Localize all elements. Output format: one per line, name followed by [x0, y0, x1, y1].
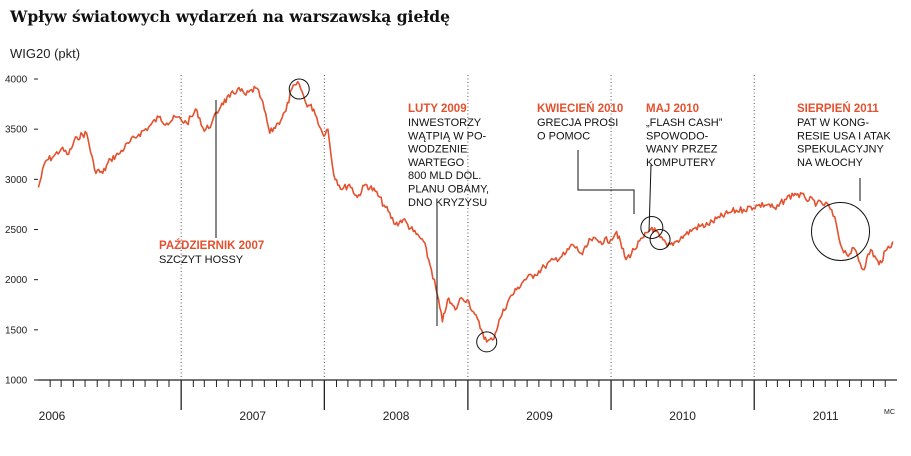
annotation-heading: PAŹDZIERNIK 2007 — [159, 239, 264, 252]
x-tick-label: 2011 — [813, 409, 839, 423]
chart-title: Wpływ światowych wydarzeń na warszawską … — [9, 7, 450, 26]
y-axis: 1000 1500 2000 2500 3000 3500 4000 — [5, 75, 38, 387]
y-tick-label: 2000 — [5, 275, 28, 286]
y-tick-label: 2500 — [5, 225, 28, 236]
annotation-text: SPOWODO- — [646, 130, 709, 142]
annotation-circle — [811, 202, 871, 262]
annotation-text: KOMPUTERY — [646, 157, 716, 169]
annotation-text: PAT W KONG- — [797, 117, 869, 129]
annotation-text: SZCZYT HOSSY — [159, 254, 244, 266]
annotation-leader — [577, 150, 635, 214]
annotation-circle — [476, 331, 498, 353]
annotation-text: SPEKULACYJNY — [797, 144, 884, 156]
annotation-circle — [640, 215, 664, 239]
y-tick-label: 1000 — [5, 376, 28, 387]
source-credit: MC — [884, 409, 895, 416]
annotation-text: RESIE USA I ATAK — [797, 130, 891, 142]
annotation-aug2011: SIERPIEŃ 2011 PAT W KONG-RESIE USA I ATAK… — [797, 102, 891, 262]
annotation-text: WANY PRZEZ — [646, 144, 718, 156]
annotation-text: NA WŁOCHY — [797, 157, 864, 169]
x-axis: 2006 2007 2008 2009 2010 2011 — [38, 379, 897, 423]
x-tick-label: 2008 — [383, 409, 410, 423]
annotation-text: GRECJA PROSI — [537, 117, 618, 129]
annotation-text: WODZENIE — [408, 144, 467, 156]
x-tick-label: 2009 — [526, 409, 553, 423]
annotation-leader — [648, 164, 652, 233]
annotation-heading: MAJ 2010 — [646, 103, 699, 115]
annotation-heading: LUTY 2009 — [408, 103, 467, 115]
annotation-text: „FLASH CASH” — [646, 117, 723, 129]
y-tick-label: 4000 — [5, 75, 28, 86]
x-tick-label: 2006 — [39, 409, 66, 423]
annotation-text: 800 MLD DOL. — [408, 170, 481, 182]
annotation-may2010: MAJ 2010 „FLASH CASH”SPOWODO- WANY PRZEZKO… — [646, 103, 723, 251]
x-tick-label: 2010 — [669, 409, 696, 423]
y-axis-label: WIG20 (pkt) — [10, 46, 80, 61]
y-tick-label: 3000 — [5, 175, 28, 186]
x-tick-label: 2007 — [239, 409, 266, 423]
annotation-text: INWESTORZY — [408, 117, 482, 129]
annotation-text: O POMOC — [537, 130, 590, 142]
annotation-heading: KWIECIEŃ 2010 — [537, 102, 623, 115]
annotations: PAŹDZIERNIK 2007 SZCZYT HOSSY LUTY 2009 INW… — [159, 78, 891, 353]
annotation-text: DNO KRYZYSU — [408, 197, 487, 209]
y-tick-label: 1500 — [5, 325, 28, 336]
annotation-text: PLANU OBAMY, — [408, 184, 489, 196]
series-layer — [37, 80, 894, 343]
annotation-text: WARTEGO — [408, 157, 465, 169]
series-line — [37, 80, 894, 343]
y-tick-label: 3500 — [5, 125, 28, 136]
annotation-oct2007: PAŹDZIERNIK 2007 SZCZYT HOSSY — [159, 78, 310, 266]
annotation-text: WĄTPIĄ W PO- — [408, 130, 487, 142]
annotation-circle — [649, 229, 671, 251]
annotation-circle — [288, 78, 310, 100]
annotation-heading: SIERPIEŃ 2011 — [797, 102, 879, 115]
